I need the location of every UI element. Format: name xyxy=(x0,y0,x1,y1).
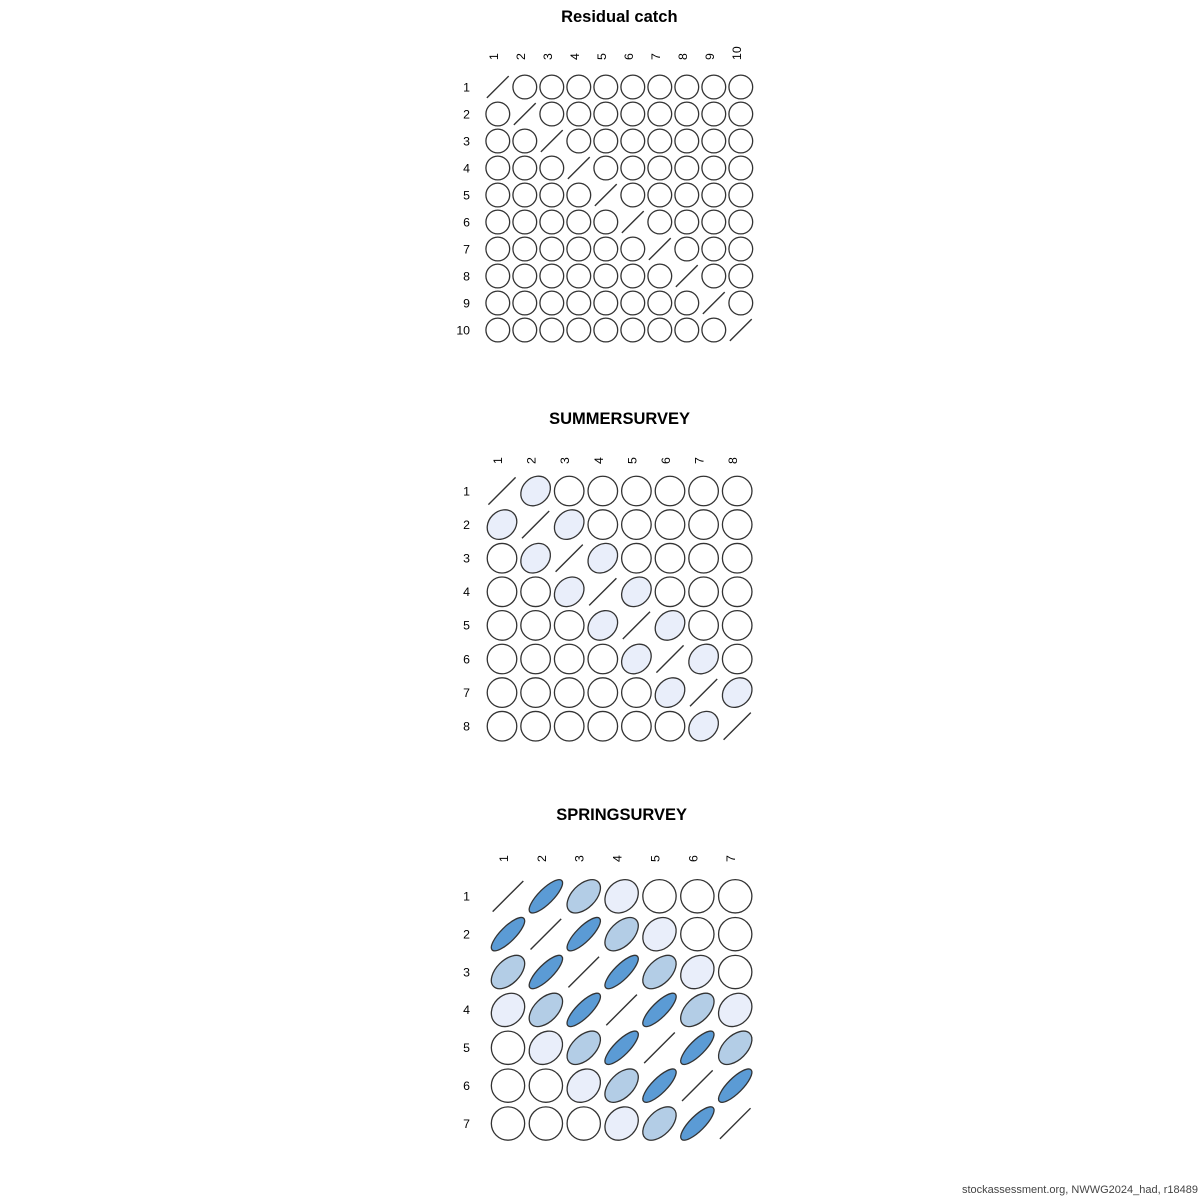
svg-text:3: 3 xyxy=(463,965,470,979)
svg-text:2: 2 xyxy=(535,855,549,862)
svg-text:5: 5 xyxy=(648,855,662,862)
svg-text:6: 6 xyxy=(659,457,673,464)
svg-text:10: 10 xyxy=(456,323,470,337)
svg-text:3: 3 xyxy=(463,552,470,566)
svg-text:5: 5 xyxy=(595,53,609,60)
svg-text:2: 2 xyxy=(525,457,539,464)
svg-text:8: 8 xyxy=(463,269,470,283)
svg-text:5: 5 xyxy=(463,188,470,202)
svg-text:4: 4 xyxy=(592,457,606,464)
svg-text:2: 2 xyxy=(463,927,470,941)
svg-text:1: 1 xyxy=(491,457,505,464)
svg-text:2: 2 xyxy=(463,518,470,532)
svg-text:SUMMERSURVEY: SUMMERSURVEY xyxy=(549,410,690,428)
svg-text:1: 1 xyxy=(487,53,501,60)
svg-text:6: 6 xyxy=(622,53,636,60)
svg-text:7: 7 xyxy=(463,686,470,700)
svg-text:Residual catch: Residual catch xyxy=(561,8,677,26)
svg-text:9: 9 xyxy=(463,296,470,310)
svg-text:stockassessment.org, NWWG2024_: stockassessment.org, NWWG2024_had, r1848… xyxy=(962,1184,1198,1196)
svg-text:5: 5 xyxy=(463,1041,470,1055)
svg-text:4: 4 xyxy=(568,53,582,60)
svg-text:3: 3 xyxy=(541,53,555,60)
svg-text:3: 3 xyxy=(573,855,587,862)
svg-text:8: 8 xyxy=(463,720,470,734)
svg-text:10: 10 xyxy=(730,46,744,60)
svg-text:4: 4 xyxy=(463,1003,470,1017)
svg-text:9: 9 xyxy=(703,53,717,60)
svg-text:3: 3 xyxy=(463,134,470,148)
svg-text:8: 8 xyxy=(676,53,690,60)
svg-text:4: 4 xyxy=(611,855,625,862)
svg-text:8: 8 xyxy=(726,457,740,464)
svg-text:3: 3 xyxy=(558,457,572,464)
svg-text:7: 7 xyxy=(463,1117,470,1131)
svg-text:SPRINGSURVEY: SPRINGSURVEY xyxy=(556,806,687,824)
svg-text:6: 6 xyxy=(686,855,700,862)
svg-text:7: 7 xyxy=(649,53,663,60)
svg-text:2: 2 xyxy=(514,53,528,60)
svg-text:6: 6 xyxy=(463,1079,470,1093)
svg-text:1: 1 xyxy=(463,890,470,904)
svg-text:1: 1 xyxy=(463,484,470,498)
svg-text:6: 6 xyxy=(463,215,470,229)
svg-text:6: 6 xyxy=(463,652,470,666)
svg-text:1: 1 xyxy=(497,855,511,862)
svg-text:7: 7 xyxy=(693,457,707,464)
svg-text:5: 5 xyxy=(625,457,639,464)
svg-text:4: 4 xyxy=(463,161,470,175)
svg-text:1: 1 xyxy=(463,80,470,94)
svg-text:5: 5 xyxy=(463,619,470,633)
svg-text:7: 7 xyxy=(463,242,470,256)
svg-text:7: 7 xyxy=(724,855,738,862)
svg-text:2: 2 xyxy=(463,107,470,121)
svg-text:4: 4 xyxy=(463,585,470,599)
